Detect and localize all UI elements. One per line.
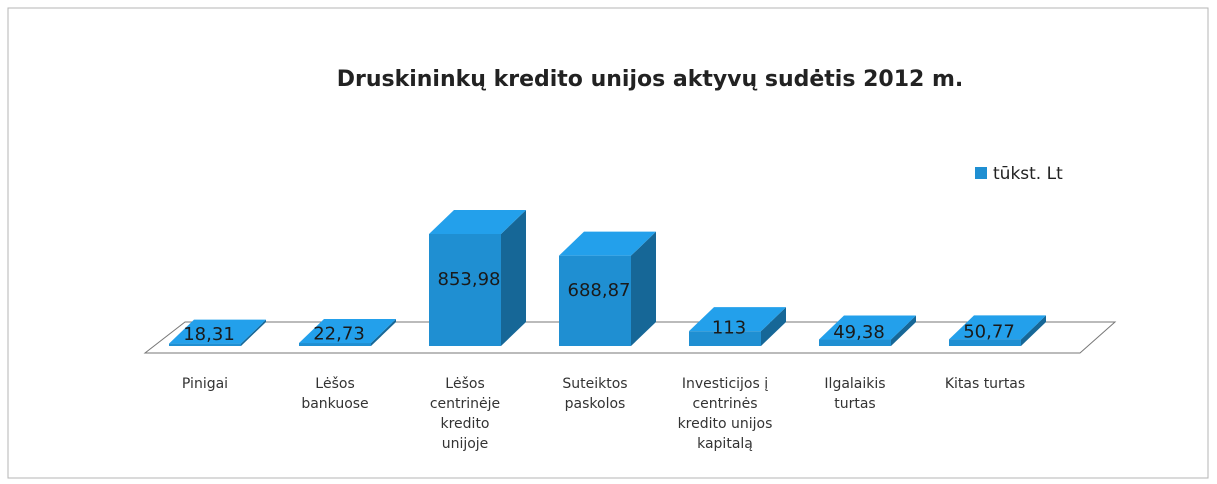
value-label: 49,38 bbox=[833, 322, 885, 343]
bar-front bbox=[559, 255, 631, 346]
value-label: 113 bbox=[712, 318, 746, 339]
x-tick-label: Ilgalaikis turtas bbox=[824, 376, 885, 412]
x-tick-label: Lėšos centrinėje kredito unijoje bbox=[430, 376, 500, 452]
value-label: 853,98 bbox=[438, 269, 501, 290]
bar-top bbox=[949, 315, 1046, 340]
x-tick-label: Investicijos į centrinės kredito unijos kap… bbox=[678, 376, 773, 452]
bar-top bbox=[559, 231, 656, 256]
value-label: 18,31 bbox=[183, 324, 235, 345]
bar-top bbox=[689, 307, 786, 332]
bar-top bbox=[169, 319, 266, 344]
value-label: 50,77 bbox=[963, 322, 1015, 343]
bar bbox=[689, 307, 786, 346]
bar bbox=[949, 315, 1046, 346]
bar bbox=[299, 319, 396, 346]
bar-front bbox=[299, 343, 371, 346]
bar bbox=[169, 319, 266, 346]
bar-top bbox=[819, 315, 916, 340]
bar-side bbox=[501, 210, 526, 346]
legend-swatch bbox=[975, 167, 987, 179]
bar-side bbox=[891, 315, 916, 346]
bar-side bbox=[761, 307, 786, 346]
x-tick-label: Lėšos bankuose bbox=[301, 376, 368, 412]
chart-title: Druskininkų kredito unijos aktyvų sudėti… bbox=[337, 67, 964, 92]
x-tick-label: Suteiktos paskolos bbox=[562, 376, 627, 412]
value-label: 22,73 bbox=[313, 324, 365, 345]
bar bbox=[819, 315, 916, 346]
x-tick-label: Pinigai bbox=[182, 376, 228, 392]
bar-side bbox=[371, 319, 396, 346]
bar-front bbox=[429, 234, 501, 346]
bar-front bbox=[819, 339, 891, 346]
bar-front bbox=[949, 339, 1021, 346]
x-tick-label: Kitas turtas bbox=[945, 376, 1025, 392]
bar-front bbox=[689, 331, 761, 346]
bar bbox=[429, 210, 526, 346]
bar-side bbox=[631, 231, 656, 346]
bar-front bbox=[169, 343, 241, 346]
value-label: 688,87 bbox=[568, 280, 631, 301]
bar-side bbox=[241, 319, 266, 346]
bar-top bbox=[299, 319, 396, 344]
legend-label: tūkst. Lt bbox=[993, 164, 1063, 184]
bar-top bbox=[429, 210, 526, 234]
bar-side bbox=[1021, 315, 1046, 346]
bar bbox=[559, 231, 656, 346]
